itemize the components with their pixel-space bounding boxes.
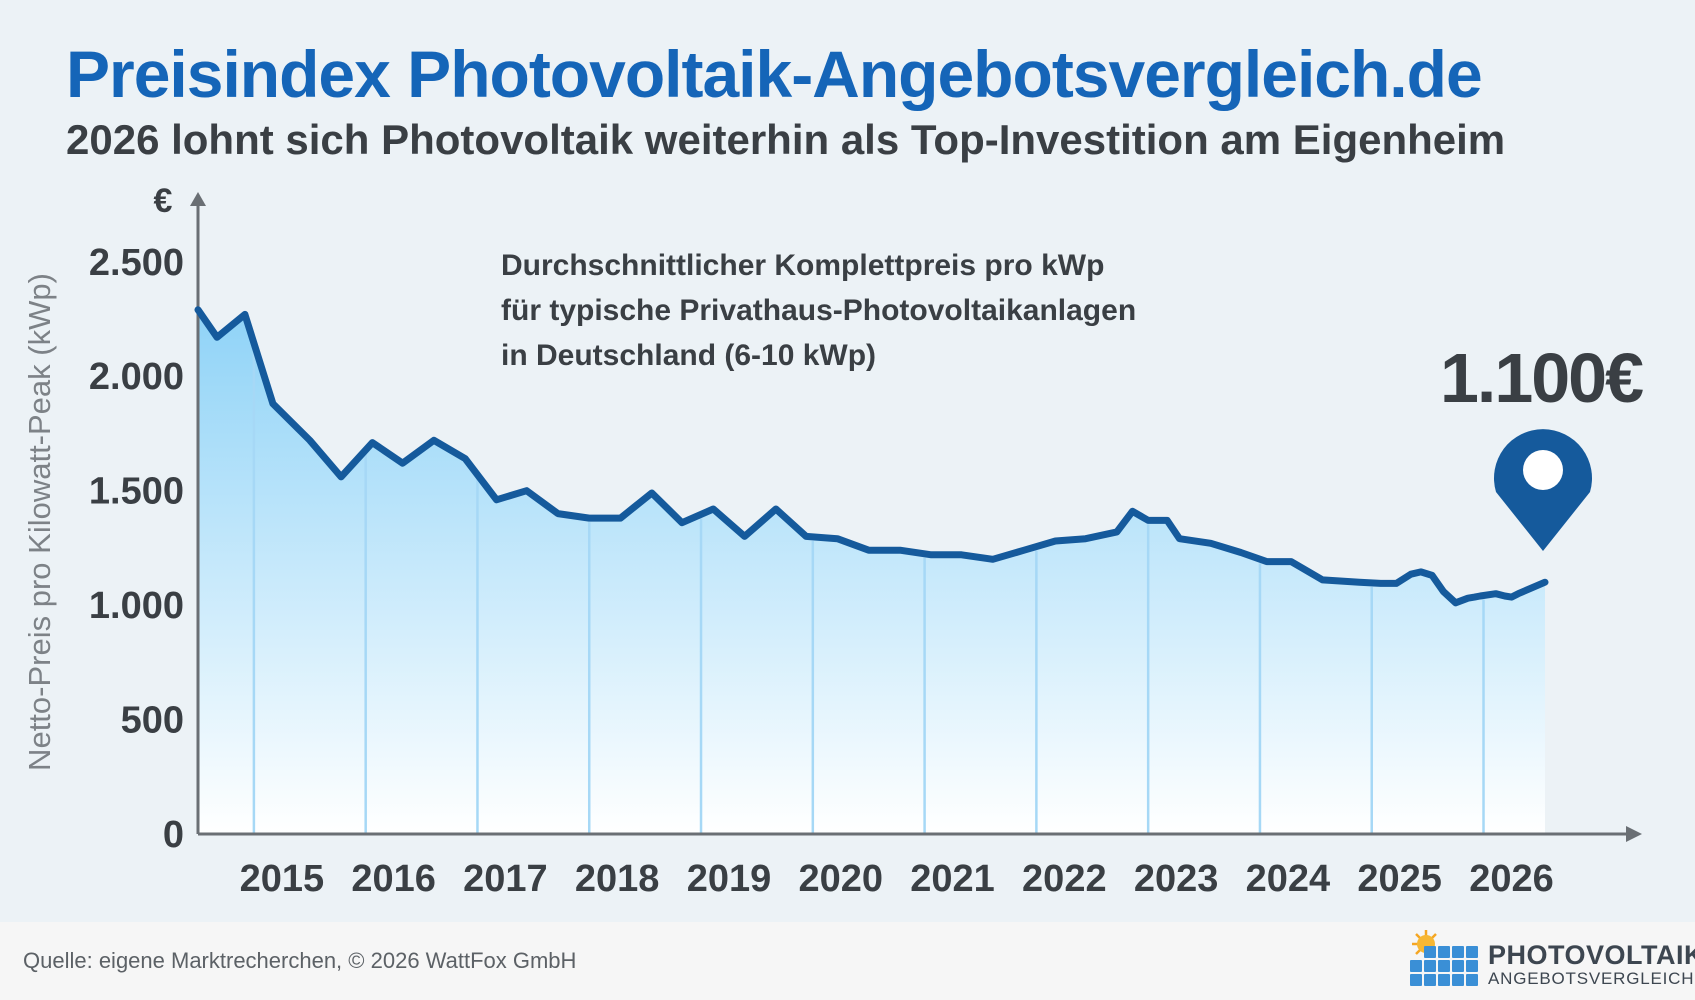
current-price-callout: 1.100€ <box>1440 339 1643 417</box>
x-tick-label: 2015 <box>240 858 325 900</box>
y-axis-unit: € <box>154 182 173 220</box>
y-tick-label: 0 <box>163 814 184 856</box>
chart-subtitle: 2026 lohnt sich Photovoltaik weiterhin a… <box>66 116 1506 163</box>
chart-annotation: Durchschnittlicher Komplettpreis pro kWp… <box>501 249 1136 372</box>
x-tick-label: 2022 <box>1022 858 1107 900</box>
x-tick-label: 2026 <box>1469 858 1554 900</box>
x-tick-label: 2018 <box>575 858 660 900</box>
price-index-chart: 0 500 1.000 1.500 2.000 2.500 2015 2016 2017 201… <box>22 182 1645 900</box>
logo-text-secondary: ANGEBOTSVERGLEICH <box>1488 969 1695 988</box>
annotation-line: für typische Privathaus-Photovoltaikanla… <box>501 294 1136 327</box>
price-area <box>198 309 1545 834</box>
x-tick-label: 2020 <box>798 858 883 900</box>
x-tick-label: 2021 <box>910 858 995 900</box>
annotation-line: Durchschnittlicher Komplettpreis pro kWp <box>501 249 1104 282</box>
x-tick-label: 2024 <box>1246 858 1331 900</box>
brand-logo: PHOTOVOLTAIK ANGEBOTSVERGLEICH <box>1408 926 1695 996</box>
x-tick-label: 2025 <box>1357 858 1442 900</box>
y-axis-arrow <box>190 192 206 206</box>
x-tick-label: 2016 <box>351 858 436 900</box>
x-tick-label: 2023 <box>1134 858 1219 900</box>
y-tick-label: 500 <box>121 700 184 742</box>
x-axis-arrow <box>1626 826 1642 842</box>
y-tick-label: 2.000 <box>89 356 184 398</box>
annotation-line: in Deutschland (6-10 kWp) <box>501 339 876 372</box>
x-tick-label: 2017 <box>463 858 548 900</box>
y-tick-label: 1.500 <box>89 471 184 513</box>
price-line <box>194 306 1549 607</box>
x-tick-label: 2019 <box>687 858 772 900</box>
location-pin-icon <box>1494 429 1592 551</box>
logo-text-primary: PHOTOVOLTAIK <box>1488 940 1695 970</box>
footer: Quelle: eigene Marktrecherchen, © 2026 W… <box>0 922 1695 1000</box>
chart-title: Preisindex Photovoltaik-Angebotsvergleic… <box>66 37 1483 111</box>
y-tick-label: 2.500 <box>89 242 184 284</box>
y-axis-title: Netto-Preis pro Kilowatt-Peak (kWp) <box>22 273 57 771</box>
sun-panel-icon <box>1410 930 1478 986</box>
y-tick-label: 1.000 <box>89 585 184 627</box>
source-note: Quelle: eigene Marktrecherchen, © 2026 W… <box>23 948 577 973</box>
